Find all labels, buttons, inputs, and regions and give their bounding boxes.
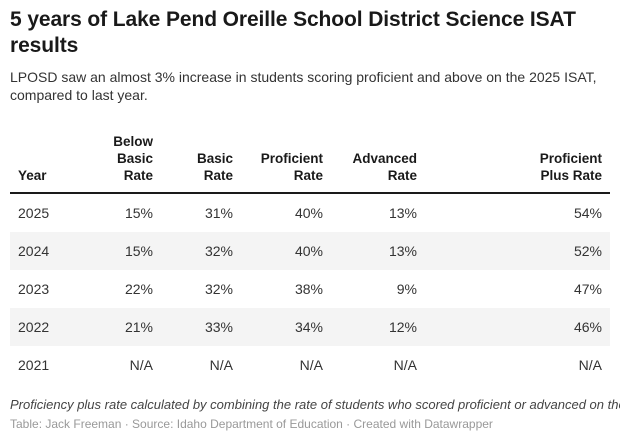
cell-proficient-plus-rate: 47% [573, 281, 602, 297]
cell-proficient-rate: N/A [299, 357, 323, 373]
cell-proficient-plus-rate: N/A [578, 357, 602, 373]
table-row-2021: 2021 N/A N/A N/A N/A N/A [10, 346, 610, 384]
cell-below-basic-rate: 21% [124, 319, 153, 335]
column-header-basic-rate: Basic Rate [161, 133, 241, 194]
column-header-proficient-plus-rate: Proficient Plus Rate [425, 133, 610, 194]
column-header-below-basic-rate: Below Basic Rate [90, 133, 161, 194]
cell-year: 2025 [18, 205, 50, 221]
cell-proficient-rate: 40% [294, 243, 323, 259]
cell-advanced-rate: 13% [388, 205, 417, 221]
cell-proficient-plus-rate: 54% [573, 205, 602, 221]
cell-proficient-plus-rate: 52% [573, 243, 602, 259]
cell-advanced-rate: 12% [388, 319, 417, 335]
cell-basic-rate: N/A [209, 357, 233, 373]
cell-basic-rate: 31% [204, 205, 233, 221]
cell-year: 2021 [18, 357, 50, 373]
cell-below-basic-rate: 15% [124, 243, 153, 259]
cell-year: 2023 [18, 281, 50, 297]
cell-below-basic-rate: N/A [129, 357, 153, 373]
column-header-year: Year [10, 133, 90, 194]
column-header-proficient-rate: Proficient Rate [241, 133, 331, 194]
cell-basic-rate: 32% [204, 243, 233, 259]
chart-title: 5 years of Lake Pend Oreille School Dist… [10, 8, 576, 57]
cell-advanced-rate: 13% [388, 243, 417, 259]
cell-proficient-plus-rate: 46% [573, 319, 602, 335]
column-header-advanced-rate: Advanced Rate [331, 133, 425, 194]
isat-results-table: Year Below Basic Rate Basic Rate Profici… [10, 133, 610, 384]
cell-basic-rate: 32% [204, 281, 233, 297]
cell-advanced-rate: N/A [393, 357, 417, 373]
cell-proficient-rate: 38% [294, 281, 323, 297]
cell-basic-rate: 33% [204, 319, 233, 335]
table-row-2025: 2025 15% 31% 40% 13% 54% [10, 193, 610, 232]
cell-year: 2022 [18, 319, 50, 335]
table-row-2024: 2024 15% 32% 40% 13% 52% [10, 232, 610, 270]
cell-below-basic-rate: 22% [124, 281, 153, 297]
table-header-row: Year Below Basic Rate Basic Rate Profici… [10, 133, 610, 194]
cell-proficient-rate: 40% [294, 205, 323, 221]
table-row-2022: 2022 21% 33% 34% 12% 46% [10, 308, 610, 346]
credits-line: Table: Jack Freeman · Source: Idaho Depa… [10, 417, 493, 431]
cell-advanced-rate: 9% [396, 281, 417, 297]
cell-proficient-rate: 34% [294, 319, 323, 335]
cell-year: 2024 [18, 243, 50, 259]
footnote: Proficiency plus rate calculated by comb… [10, 397, 620, 412]
table-row-2023: 2023 22% 32% 38% 9% 47% [10, 270, 610, 308]
cell-below-basic-rate: 15% [124, 205, 153, 221]
chart-subtitle: LPOSD saw an almost 3% increase in stude… [10, 69, 597, 103]
